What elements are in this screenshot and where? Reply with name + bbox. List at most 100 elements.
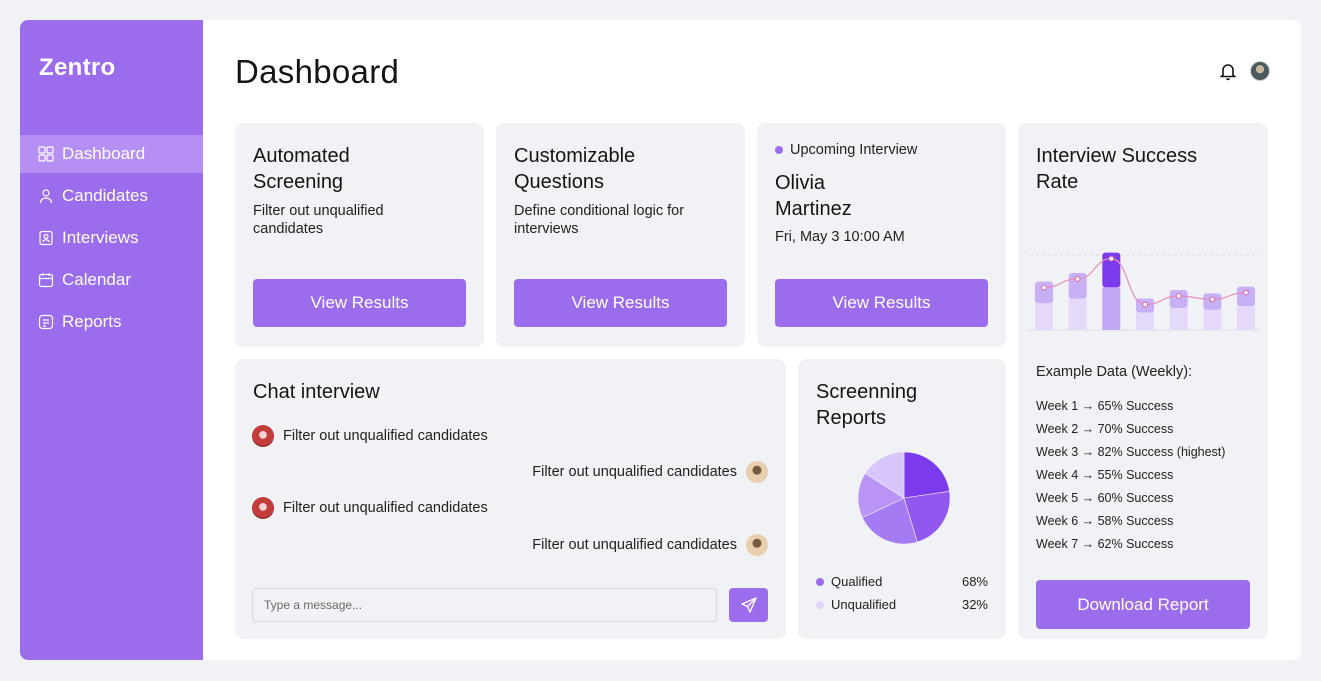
bar-week-5 [1169,290,1188,308]
chat-interview-card: Chat interview Filter out unqualified ca… [235,359,786,639]
screening-reports-card: Screenning Reports Qualified 68% Unquali… [798,359,1006,639]
chat-message-bot: Filter out unqualified candidates [252,425,488,447]
legend-item-unqualified: Unqualified 32% [816,597,988,612]
sidebar-item-label: Interviews [62,228,139,247]
interview-date: Fri, May 3 10:00 AM [775,229,905,245]
page-title: Dashboard [235,53,400,90]
bar-base-week-2 [1068,298,1087,330]
data-point-week-2 [1074,276,1081,282]
screening-pie-chart [857,451,951,545]
bell-icon[interactable] [1218,61,1238,81]
download-report-button[interactable]: Download Report [1036,580,1250,629]
card-description: Filter out unqualified candidates [253,203,384,237]
data-point-week-5 [1175,293,1182,299]
sidebar-item-label: Candidates [62,186,149,205]
card-description: Define conditional logic for interviews [514,203,685,237]
chat-message-text: Filter out unqualified candidates [532,464,737,480]
card-title: Chat interview [253,381,380,403]
chat-message-user: Filter out unqualified candidates [532,461,768,483]
bar-base-week-3 [1102,287,1121,330]
upcoming-label: Upcoming Interview [775,142,917,158]
week-stat: Week 6 → 58% Success [1036,514,1174,528]
view-results-button[interactable]: View Results [253,279,466,327]
sidebar-item-candidates[interactable]: Candidates [20,177,203,215]
pie-slice-qualified [903,451,950,499]
document-icon [38,314,54,330]
bar-base-week-4 [1136,312,1154,330]
week-stat: Week 4 → 55% Success [1036,468,1174,482]
data-point-week-7 [1243,289,1249,296]
pie-slice-qualified [903,490,951,543]
user-icon [39,189,53,204]
user-avatar [746,534,768,556]
chat-message-user: Filter out unqualified candidates [532,534,768,556]
sidebar-item-label: Calendar [62,270,131,289]
card-title: Customizable Questions [514,145,636,193]
sidebar-item-interviews[interactable]: Interviews [20,219,203,257]
week-stat: Week 2 → 70% Success [1036,422,1174,436]
chat-message-text: Filter out unqualified candidates [283,428,488,444]
bar-base-week-1 [1035,303,1053,330]
sidebar-item-dashboard[interactable]: Dashboard [20,135,203,173]
sidebar-item-calendar[interactable]: Calendar [20,261,203,299]
data-point-week-1 [1041,284,1047,291]
legend-label: Qualified [831,574,883,589]
user-avatar [746,461,768,483]
legend-label: Unqualified [831,597,897,612]
view-results-button[interactable]: View Results [775,279,988,327]
bar-base-week-5 [1169,308,1188,330]
example-data-title: Example Data (Weekly): [1036,364,1193,380]
customizable-questions-card: Customizable Questions Define conditiona… [496,123,745,347]
bot-avatar [252,497,274,519]
upcoming-interview-card: Upcoming Interview Olivia Martinez Fri, … [757,123,1006,347]
card-title: Automated Screening [253,145,350,193]
sidebar: Zentro Dashboard Candidates Interviews [20,20,203,660]
success-rate-chart [1030,252,1260,331]
pie-slice-unqualified [857,472,905,518]
legend-dot [816,577,824,586]
chat-message-text: Filter out unqualified candidates [283,500,488,516]
week-stat: Week 3 → 82% Success (highest) [1036,445,1226,459]
candidate-name: Olivia Martinez [775,172,852,220]
pie-slice-qualified [861,497,918,545]
week-stat: Week 5 → 60% Success [1036,491,1174,505]
legend-dot [816,600,824,609]
id-badge-icon [39,230,53,246]
user-avatar[interactable] [1250,61,1270,81]
brand-logo: Zentro [39,54,116,81]
data-point-week-4 [1142,301,1148,308]
bar-base-week-7 [1237,306,1255,330]
send-button[interactable] [729,588,768,622]
message-input[interactable] [252,588,717,622]
legend-value: 32% [961,597,988,612]
legend-item-qualified: Qualified 68% [816,574,988,589]
send-icon [740,597,757,613]
sidebar-item-label: Reports [62,312,122,331]
upcoming-label-text: Upcoming Interview [790,142,918,158]
header-actions [1218,61,1270,81]
week-stat: Week 1 → 65% Success [1036,399,1174,413]
week-stat: Week 7 → 62% Success [1036,537,1174,551]
sidebar-item-label: Dashboard [62,144,146,163]
bot-avatar [252,425,274,447]
bar-week-3 [1102,252,1121,288]
data-point-week-6 [1209,296,1216,303]
card-title: Screenning Reports [816,381,918,429]
automated-screening-card: Automated Screening Filter out unqualifi… [235,123,484,347]
calendar-icon [38,273,54,288]
view-results-button[interactable]: View Results [514,279,727,327]
grid-icon [38,146,54,162]
legend-value: 68% [961,574,988,589]
app-frame: Zentro Dashboard Candidates Interviews [20,20,1301,660]
sidebar-item-reports[interactable]: Reports [20,303,203,341]
pie-slice-unqualified [864,451,905,499]
data-point-week-3 [1108,255,1115,262]
bar-week-7 [1237,286,1255,307]
chat-message-text: Filter out unqualified candidates [532,537,737,553]
bar-base-week-6 [1203,309,1222,330]
success-rate-card: Interview Success Rate Example Data (Wee… [1018,123,1268,639]
chat-message-bot: Filter out unqualified candidates [252,497,488,519]
card-title: Interview Success Rate [1036,145,1198,193]
status-dot [775,146,783,154]
sidebar-nav: Dashboard Candidates Interviews Calendar [20,135,203,345]
